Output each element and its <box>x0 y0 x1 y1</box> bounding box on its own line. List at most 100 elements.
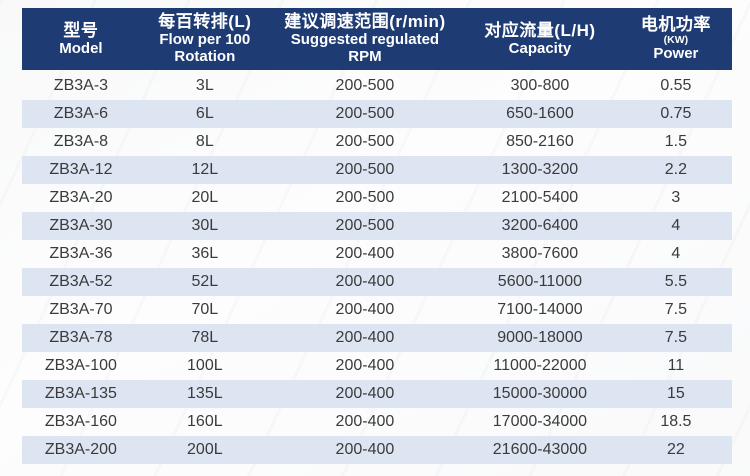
table-cell: 7.5 <box>664 301 687 318</box>
table-cell: 11 <box>667 357 685 374</box>
table-cell: 17000-34000 <box>492 413 588 430</box>
column-header-rpm-en2: RPM <box>348 48 382 66</box>
column-header-power: 电机功率 (KW) Power <box>620 8 732 70</box>
table-row: ZB3A-36 36L 200-400 3800-7600 4 <box>22 240 732 268</box>
table-cell: 3200-6400 <box>501 217 579 234</box>
column-header-rpm-zh: 建议调速范围(r/min) <box>284 12 446 32</box>
table-cell: 200-500 <box>335 161 395 178</box>
column-header-rpm-en1: Suggested regulated <box>290 31 440 49</box>
table-cell: ZB3A-6 <box>53 105 109 122</box>
column-header-capacity: 对应流量(L/H) Capacity <box>460 8 620 70</box>
table-row: ZB3A-135 135L 200-400 15000-30000 15 <box>22 380 732 408</box>
table-cell: 0.75 <box>660 105 692 122</box>
table-cell: ZB3A-3 <box>53 77 109 94</box>
table-cell: 300-800 <box>510 77 570 94</box>
table-row: ZB3A-8 8L 200-500 850-2160 1.5 <box>22 128 732 156</box>
table-cell: 200-500 <box>335 217 395 234</box>
table-row: ZB3A-12 12L 200-500 1300-3200 2.2 <box>22 156 732 184</box>
table-cell: 1300-3200 <box>501 161 579 178</box>
table-row: ZB3A-160 160L 200-400 17000-34000 18.5 <box>22 408 732 436</box>
table-cell: 100L <box>187 357 223 374</box>
table-cell: 200-500 <box>335 77 395 94</box>
table-cell: 200-500 <box>335 105 395 122</box>
table-body: ZB3A-3 3L 200-500 300-800 0.55 ZB3A-6 6L 200-50… <box>22 72 732 464</box>
table-cell: 9000-18000 <box>497 329 583 346</box>
column-header-power-kw: (KW) <box>663 34 689 47</box>
table-cell: 20L <box>191 189 219 206</box>
table-row: ZB3A-100 100L 200-400 11000-22000 11 <box>22 352 732 380</box>
table-cell: ZB3A-135 <box>44 385 117 402</box>
table-cell: 200-400 <box>335 329 395 346</box>
table-cell: 200-400 <box>335 441 395 458</box>
table-cell: 3800-7600 <box>501 245 579 262</box>
table-cell: ZB3A-200 <box>44 441 117 458</box>
table-cell: 200-500 <box>335 189 395 206</box>
table-cell: 850-2160 <box>506 133 574 150</box>
table-cell: 200-400 <box>335 413 395 430</box>
column-header-flow: 每百转排(L) Flow per 100 Rotation <box>140 8 270 70</box>
column-header-model-en: Model <box>59 39 103 57</box>
table-cell: ZB3A-52 <box>49 273 113 290</box>
table-row: ZB3A-78 78L 200-400 9000-18000 7.5 <box>22 324 732 352</box>
table-cell: 78L <box>191 329 219 346</box>
table-cell: ZB3A-20 <box>49 189 113 206</box>
table-cell: 650-1600 <box>506 105 574 122</box>
table-cell: 2100-5400 <box>501 189 579 206</box>
column-header-flow-zh: 每百转排(L) <box>158 12 252 32</box>
table-cell: 160L <box>187 413 223 430</box>
column-header-flow-en2: Rotation <box>174 48 236 66</box>
table-cell: ZB3A-8 <box>53 133 109 150</box>
table-row: ZB3A-3 3L 200-500 300-800 0.55 <box>22 72 732 100</box>
table-cell: 6L <box>195 105 214 122</box>
table-cell: ZB3A-12 <box>49 161 113 178</box>
table-cell: 22 <box>666 441 685 458</box>
column-header-capacity-en: Capacity <box>508 39 572 57</box>
table-cell: 200-400 <box>335 357 395 374</box>
table-cell: ZB3A-36 <box>49 245 113 262</box>
table-cell: 200-400 <box>335 245 395 262</box>
table-cell: 3L <box>195 77 214 94</box>
table-cell: 21600-43000 <box>492 441 588 458</box>
table-cell: ZB3A-160 <box>44 413 117 430</box>
column-header-power-en: Power <box>653 45 699 63</box>
table-cell: 70L <box>191 301 219 318</box>
table-cell: 12L <box>191 161 219 178</box>
table-cell: 30L <box>191 217 219 234</box>
table-cell: ZB3A-78 <box>49 329 113 346</box>
table-cell: 15000-30000 <box>492 385 588 402</box>
table-cell: 18.5 <box>660 413 692 430</box>
column-header-rpm: 建议调速范围(r/min) Suggested regulated RPM <box>270 8 460 70</box>
table-cell: 36L <box>191 245 219 262</box>
table-row: ZB3A-6 6L 200-500 650-1600 0.75 <box>22 100 732 128</box>
column-header-power-zh: 电机功率 <box>640 15 711 35</box>
table-cell: 52L <box>191 273 219 290</box>
table-cell: ZB3A-100 <box>44 357 117 374</box>
table-row: ZB3A-52 52L 200-400 5600-11000 5.5 <box>22 268 732 296</box>
table-row: ZB3A-20 20L 200-500 2100-5400 3 <box>22 184 732 212</box>
table-row: ZB3A-30 30L 200-500 3200-6400 4 <box>22 212 732 240</box>
table-cell: 200L <box>187 441 223 458</box>
table-cell: 11000-22000 <box>493 357 587 374</box>
table-row: ZB3A-70 70L 200-400 7100-14000 7.5 <box>22 296 732 324</box>
column-header-model: 型号 Model <box>22 8 140 70</box>
table-cell: 5.5 <box>664 273 687 290</box>
table-cell: 4 <box>671 245 681 262</box>
column-header-flow-en1: Flow per 100 <box>159 31 251 49</box>
table-cell: ZB3A-30 <box>49 217 113 234</box>
table-cell: 7.5 <box>664 329 687 346</box>
column-header-model-zh: 型号 <box>63 20 99 40</box>
table-cell: 1.5 <box>664 133 687 150</box>
table-cell: 0.55 <box>660 77 692 94</box>
table-cell: 3 <box>671 189 681 206</box>
table-row: ZB3A-200 200L 200-400 21600-43000 22 <box>22 436 732 464</box>
table-cell: 2.2 <box>664 161 687 178</box>
table-cell: 5600-11000 <box>497 273 583 290</box>
table-cell: 135L <box>187 385 223 402</box>
table-cell: 200-400 <box>335 385 395 402</box>
table-cell: 7100-14000 <box>497 301 583 318</box>
table-cell: 200-500 <box>335 133 395 150</box>
pump-spec-table: 型号 Model 每百转排(L) Flow per 100 Rotation 建… <box>22 8 732 464</box>
table-header-row: 型号 Model 每百转排(L) Flow per 100 Rotation 建… <box>22 8 732 70</box>
table-cell: 200-400 <box>335 273 395 290</box>
table-cell: 4 <box>671 217 681 234</box>
